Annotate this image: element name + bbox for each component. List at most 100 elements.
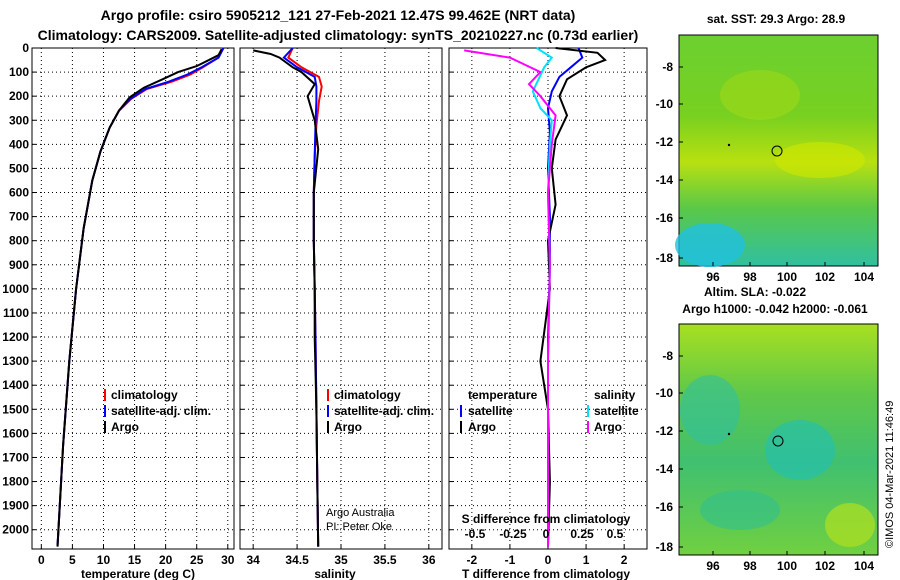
sst-map: sat. SST: 29.3 Argo: 28.9 -8 -10 -12 -14 -16… xyxy=(656,12,879,284)
lat-tick-label: -10 xyxy=(656,97,674,111)
sla-title1: Altim. SLA: -0.022 xyxy=(704,285,806,299)
legend-s-satellite: satellite xyxy=(594,404,639,418)
y-tick-label: 1100 xyxy=(3,306,29,320)
x-tick-label: 35 xyxy=(334,553,348,567)
lat-tick-label: -14 xyxy=(656,462,674,476)
temperature-legend: climatology satellite-adj. clim. Argo xyxy=(104,388,211,434)
lon-tick-label: 100 xyxy=(777,270,797,284)
series-argo xyxy=(252,49,320,547)
x-tick-label: 1 xyxy=(583,553,590,567)
series-argo xyxy=(56,48,223,547)
y-tick-label: 0 xyxy=(22,41,29,55)
lat-tick-label: -14 xyxy=(656,173,674,187)
x-tick-label: 36 xyxy=(422,553,436,567)
sla-map: Altim. SLA: -0.022 Argo h1000: -0.042 h2… xyxy=(656,285,879,573)
annotation-pi: PI: Peter Oke xyxy=(326,521,392,533)
sla-float-marker xyxy=(772,435,784,447)
x-tick-label: 0 xyxy=(38,553,45,567)
x-tick-label: 0 xyxy=(545,553,552,567)
y-tick-label: 1500 xyxy=(2,402,29,416)
salinity-xlabel: salinity xyxy=(314,567,356,580)
lat-tick-label: -16 xyxy=(656,500,674,514)
y-tick-label: 1600 xyxy=(2,426,29,440)
salinity-legend: climatology satellite-adj. clim. Argo xyxy=(327,388,434,434)
y-tick-label: 300 xyxy=(9,113,29,127)
lon-tick-label: 104 xyxy=(854,559,874,573)
lat-tick-label: -8 xyxy=(662,60,673,74)
legend-climatology: climatology xyxy=(111,388,178,402)
s-tick-label: 0.5 xyxy=(607,527,624,541)
x-tick-label: -2 xyxy=(467,553,478,567)
lon-tick-label: 98 xyxy=(743,559,757,573)
legend-t-satellite: satellite xyxy=(468,404,513,418)
lon-tick-label: 98 xyxy=(743,270,757,284)
x-tick-label: 5 xyxy=(69,553,76,567)
y-tick-label: 600 xyxy=(9,186,29,200)
y-tick-label: 1700 xyxy=(2,450,29,464)
y-tick-label: 100 xyxy=(9,65,29,79)
lat-tick-label: -12 xyxy=(656,135,674,149)
y-tick-label: 1000 xyxy=(2,282,29,296)
y-tick-label: 1300 xyxy=(2,354,29,368)
temperature-panel: 0100200300400500600700800900100011001200… xyxy=(2,41,234,580)
series-t-argo xyxy=(539,47,607,547)
x-tick-label: 2 xyxy=(621,553,628,567)
legend-climatology: climatology xyxy=(334,388,401,402)
legend-s-argo: Argo xyxy=(594,420,622,434)
salinity-frame xyxy=(239,47,443,550)
credit: ©IMOS 04-Mar-2021 11:46:49 xyxy=(884,401,896,548)
s-tick-label: -0.5 xyxy=(465,527,486,541)
series-s-argo xyxy=(464,49,557,547)
lon-tick-label: 96 xyxy=(706,559,720,573)
x-tick-label: 15 xyxy=(128,553,142,567)
series-t-satellite xyxy=(546,47,584,547)
lat-tick-label: -8 xyxy=(662,349,673,363)
y-tick-label: 1900 xyxy=(2,499,29,513)
sla-title2: Argo h1000: -0.042 h2000: -0.061 xyxy=(682,302,868,316)
x-tick-label: 34.5 xyxy=(285,553,309,567)
legend-salinity-title: salinity xyxy=(594,388,636,402)
lat-tick-label: -10 xyxy=(656,386,674,400)
s-difference-label: S difference from climatology xyxy=(462,512,631,526)
legend-t-argo: Argo xyxy=(468,420,496,434)
sst-warm-band xyxy=(775,142,865,178)
sla-low3 xyxy=(700,490,780,530)
sst-cool-patch xyxy=(675,223,745,267)
lat-tick-label: -18 xyxy=(656,251,674,265)
sst-track-dot xyxy=(727,143,731,147)
legend-satellite: satellite-adj. clim. xyxy=(111,404,211,418)
y-tick-label: 700 xyxy=(9,210,29,224)
legend-satellite: satellite-adj. clim. xyxy=(334,404,434,418)
sst-patch xyxy=(720,70,800,120)
y-tick-label: 200 xyxy=(9,89,29,103)
title-line1: Argo profile: csiro 5905212_121 27-Feb-2… xyxy=(101,7,576,23)
x-tick-label: 34 xyxy=(246,553,260,567)
sla-low1 xyxy=(680,375,740,445)
series-satellite-adj-clim- xyxy=(56,47,225,547)
y-tick-label: 400 xyxy=(9,137,29,151)
s-tick-label: 0 xyxy=(543,527,550,541)
series-satellite-adj-clim- xyxy=(282,47,320,547)
x-tick-label: -1 xyxy=(505,553,516,567)
annotation-argo-australia: Argo Australia xyxy=(326,507,395,519)
legend-temperature-title: temperature xyxy=(468,388,538,402)
y-tick-label: 1400 xyxy=(2,378,29,392)
lon-tick-label: 102 xyxy=(815,270,835,284)
x-tick-label: 30 xyxy=(221,553,235,567)
x-tick-label: 35.5 xyxy=(373,553,397,567)
y-tick-label: 800 xyxy=(9,234,29,248)
difference-xlabel: T difference from climatology xyxy=(462,567,630,580)
salinity-panel: 34 34.5 35 35.5 36 salinity climatology sate… xyxy=(239,47,443,580)
y-tick-label: 900 xyxy=(9,258,29,272)
lon-tick-label: 104 xyxy=(854,270,874,284)
s-tick-label: -0.25 xyxy=(499,527,527,541)
x-tick-label: 25 xyxy=(190,553,204,567)
legend-argo: Argo xyxy=(334,420,362,434)
series-climatology xyxy=(56,47,225,547)
lat-tick-label: -18 xyxy=(656,540,674,554)
x-tick-label: 20 xyxy=(159,553,173,567)
y-tick-label: 1800 xyxy=(2,475,29,489)
lon-tick-label: 102 xyxy=(815,559,835,573)
sst-title: sat. SST: 29.3 Argo: 28.9 xyxy=(707,12,846,26)
